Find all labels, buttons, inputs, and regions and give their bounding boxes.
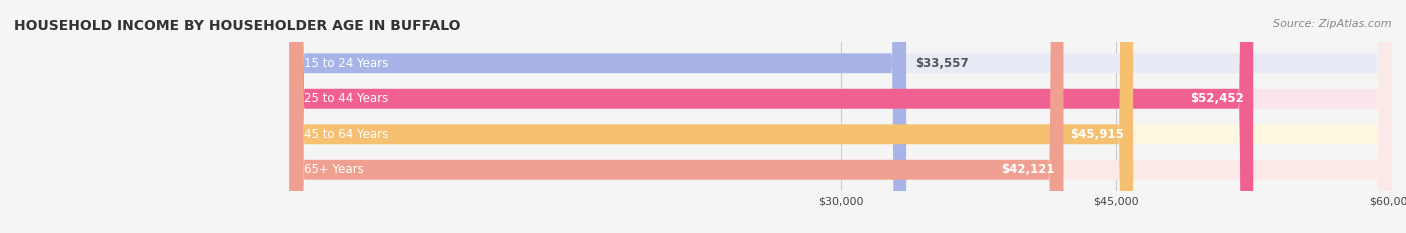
Text: 45 to 64 Years: 45 to 64 Years: [304, 128, 388, 141]
Text: Source: ZipAtlas.com: Source: ZipAtlas.com: [1274, 19, 1392, 29]
FancyBboxPatch shape: [290, 0, 1392, 233]
Text: HOUSEHOLD INCOME BY HOUSEHOLDER AGE IN BUFFALO: HOUSEHOLD INCOME BY HOUSEHOLDER AGE IN B…: [14, 19, 461, 33]
Text: $42,121: $42,121: [1001, 163, 1054, 176]
Text: 65+ Years: 65+ Years: [304, 163, 364, 176]
Text: $52,452: $52,452: [1191, 92, 1244, 105]
FancyBboxPatch shape: [290, 0, 1133, 233]
Text: $33,557: $33,557: [915, 57, 969, 70]
FancyBboxPatch shape: [290, 0, 1392, 233]
Text: 25 to 44 Years: 25 to 44 Years: [304, 92, 388, 105]
FancyBboxPatch shape: [290, 0, 905, 233]
FancyBboxPatch shape: [290, 0, 1253, 233]
FancyBboxPatch shape: [290, 0, 1392, 233]
Text: 15 to 24 Years: 15 to 24 Years: [304, 57, 388, 70]
FancyBboxPatch shape: [290, 0, 1392, 233]
FancyBboxPatch shape: [290, 0, 1063, 233]
Text: $45,915: $45,915: [1070, 128, 1123, 141]
